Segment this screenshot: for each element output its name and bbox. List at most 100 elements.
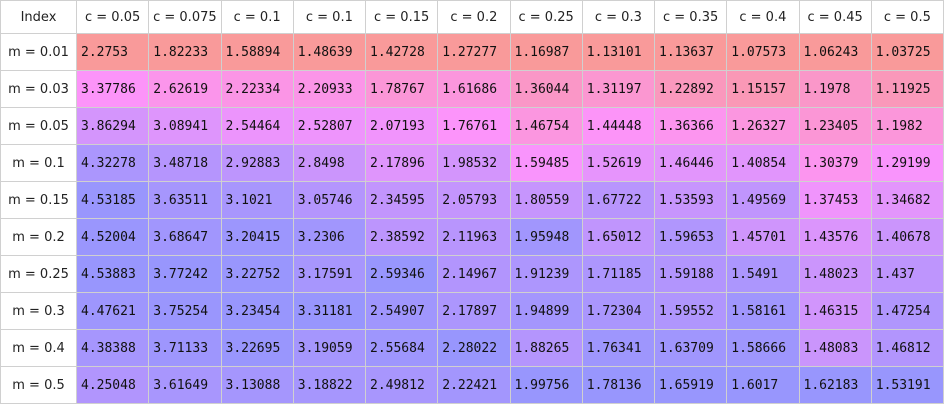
table-cell: 2.05793 bbox=[437, 181, 511, 219]
table-cell: 1.52619 bbox=[581, 144, 656, 182]
table-cell: 1.76341 bbox=[581, 329, 656, 367]
table-row: m = 0.25 4.53883 3.77242 3.22752 3.17591 2.59… bbox=[0, 255, 945, 293]
table-cell: 2.38592 bbox=[364, 218, 439, 256]
table-cell: 1.48083 bbox=[798, 329, 872, 367]
table-cell: 3.18822 bbox=[292, 366, 367, 404]
table-cell: 3.77242 bbox=[148, 255, 222, 293]
table-cell: 1.29199 bbox=[870, 144, 945, 182]
table-cell: 2.17897 bbox=[437, 292, 511, 330]
table-cell: 1.44448 bbox=[581, 107, 656, 145]
row-label: m = 0.3 bbox=[0, 292, 77, 330]
row-label: m = 0.01 bbox=[0, 33, 77, 71]
table-cell: 2.34595 bbox=[364, 181, 439, 219]
table-cell: 1.42728 bbox=[364, 33, 439, 71]
table-cell: 2.52807 bbox=[292, 107, 367, 145]
table-cell: 1.45701 bbox=[726, 218, 800, 256]
table-cell: 1.06243 bbox=[798, 33, 872, 71]
table-cell: 4.53185 bbox=[75, 181, 150, 219]
column-header: c = 0.35 bbox=[653, 0, 728, 34]
row-label: m = 0.03 bbox=[0, 70, 77, 108]
table-cell: 1.76761 bbox=[437, 107, 511, 145]
table-cell: 3.13088 bbox=[220, 366, 294, 404]
table-cell: 2.22334 bbox=[220, 70, 294, 108]
row-label: m = 0.4 bbox=[0, 329, 77, 367]
row-label: m = 0.1 bbox=[0, 144, 77, 182]
table-cell: 1.78767 bbox=[364, 70, 439, 108]
table-cell: 2.28022 bbox=[437, 329, 511, 367]
table-cell: 1.80559 bbox=[509, 181, 583, 219]
table-cell: 2.07193 bbox=[364, 107, 439, 145]
table-cell: 1.98532 bbox=[437, 144, 511, 182]
table-cell: 1.71185 bbox=[581, 255, 656, 293]
table-cell: 1.65919 bbox=[653, 366, 728, 404]
table-cell: 1.1978 bbox=[798, 70, 872, 108]
table-cell: 4.25048 bbox=[75, 366, 150, 404]
column-header: c = 0.075 bbox=[148, 0, 222, 34]
table-cell: 1.61686 bbox=[437, 70, 511, 108]
table-cell: 1.15157 bbox=[726, 70, 800, 108]
table-cell: 1.1982 bbox=[870, 107, 945, 145]
table-row: m = 0.01 2.2753 1.82233 1.58894 1.48639 1.427… bbox=[0, 33, 945, 71]
table-cell: 1.07573 bbox=[726, 33, 800, 71]
table-cell: 4.32278 bbox=[75, 144, 150, 182]
row-label: m = 0.2 bbox=[0, 218, 77, 256]
data-table-container: Index c = 0.05 c = 0.075 c = 0.1 c = 0.1 c =… bbox=[0, 0, 945, 404]
table-cell: 3.05746 bbox=[292, 181, 367, 219]
table-cell: 2.2753 bbox=[75, 33, 150, 71]
table-cell: 1.88265 bbox=[509, 329, 583, 367]
table-cell: 2.11963 bbox=[437, 218, 511, 256]
index-header: Index bbox=[0, 0, 77, 34]
table-cell: 3.08941 bbox=[148, 107, 222, 145]
table-cell: 3.19059 bbox=[292, 329, 367, 367]
table-cell: 1.11925 bbox=[870, 70, 945, 108]
column-header: c = 0.1 bbox=[220, 0, 294, 34]
table-cell: 2.22421 bbox=[437, 366, 511, 404]
table-cell: 4.53883 bbox=[75, 255, 150, 293]
table-cell: 4.47621 bbox=[75, 292, 150, 330]
table-cell: 1.91239 bbox=[509, 255, 583, 293]
table-cell: 1.34682 bbox=[870, 181, 945, 219]
column-header: c = 0.25 bbox=[509, 0, 583, 34]
table-cell: 1.82233 bbox=[148, 33, 222, 71]
row-label: m = 0.05 bbox=[0, 107, 77, 145]
table-cell: 1.5491 bbox=[726, 255, 800, 293]
column-header: c = 0.15 bbox=[364, 0, 439, 34]
table-cell: 1.59552 bbox=[653, 292, 728, 330]
table-cell: 1.46754 bbox=[509, 107, 583, 145]
table-cell: 1.31197 bbox=[581, 70, 656, 108]
table-cell: 1.13101 bbox=[581, 33, 656, 71]
table-cell: 1.67722 bbox=[581, 181, 656, 219]
table-cell: 3.68647 bbox=[148, 218, 222, 256]
column-header: c = 0.4 bbox=[726, 0, 800, 34]
table-cell: 1.03725 bbox=[870, 33, 945, 71]
table-cell: 1.26327 bbox=[726, 107, 800, 145]
row-label: m = 0.5 bbox=[0, 366, 77, 404]
table-cell: 1.48639 bbox=[292, 33, 367, 71]
table-cell: 1.40678 bbox=[870, 218, 945, 256]
table-cell: 4.38388 bbox=[75, 329, 150, 367]
table-cell: 1.40854 bbox=[726, 144, 800, 182]
table-cell: 2.49812 bbox=[364, 366, 439, 404]
table-cell: 1.37453 bbox=[798, 181, 872, 219]
table-cell: 3.22695 bbox=[220, 329, 294, 367]
table-cell: 3.86294 bbox=[75, 107, 150, 145]
column-header: c = 0.2 bbox=[437, 0, 511, 34]
table-cell: 1.49569 bbox=[726, 181, 800, 219]
table-cell: 1.59653 bbox=[653, 218, 728, 256]
row-label: m = 0.25 bbox=[0, 255, 77, 293]
table-cell: 2.54464 bbox=[220, 107, 294, 145]
table-cell: 1.36366 bbox=[653, 107, 728, 145]
data-table: Index c = 0.05 c = 0.075 c = 0.1 c = 0.1 c =… bbox=[0, 0, 945, 404]
table-cell: 1.13637 bbox=[653, 33, 728, 71]
column-header: c = 0.3 bbox=[581, 0, 656, 34]
column-header: c = 0.05 bbox=[75, 0, 150, 34]
table-cell: 1.63709 bbox=[653, 329, 728, 367]
table-cell: 2.59346 bbox=[364, 255, 439, 293]
table-cell: 1.58894 bbox=[220, 33, 294, 71]
table-cell: 3.63511 bbox=[148, 181, 222, 219]
table-cell: 2.54907 bbox=[364, 292, 439, 330]
table-row: m = 0.15 4.53185 3.63511 3.1021 3.05746 2.345… bbox=[0, 181, 945, 219]
table-cell: 1.53593 bbox=[653, 181, 728, 219]
table-cell: 2.8498 bbox=[292, 144, 367, 182]
table-cell: 1.36044 bbox=[509, 70, 583, 108]
